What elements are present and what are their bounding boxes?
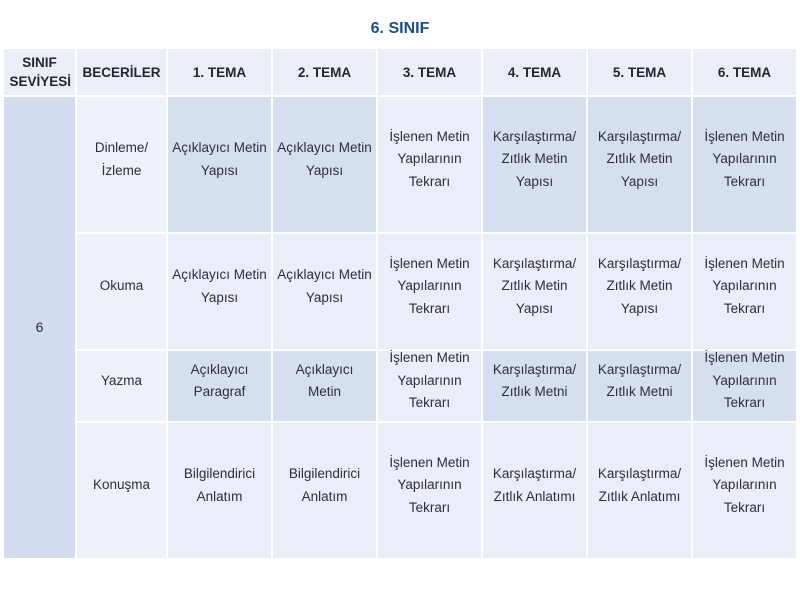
header-level-label: SINIF SEVİYESİ — [9, 55, 72, 89]
cell-text: İşlenen Metin Yapılarının Tekrarı — [704, 128, 785, 189]
table-cell: İşlenen Metin Yapılarının Tekrarı — [693, 234, 796, 349]
skill-cell: Dinleme/ İzleme — [77, 97, 166, 232]
table-row: Yazma Açıklayıcı Paragraf Açıklayıcı Met… — [4, 350, 796, 421]
table-cell: Karşılaştırma/ Zıtlık Metni — [588, 351, 691, 421]
cell-text: İşlenen Metin Yapılarının Tekrarı — [389, 255, 470, 316]
cell-text: Açıklayıcı Metin — [295, 361, 354, 400]
skill-cell: Okuma — [77, 234, 166, 349]
table-cell: İşlenen Metin Yapılarının Tekrarı — [378, 234, 481, 349]
table-cell: Karşılaştırma/ Zıtlık Metin Yapısı — [483, 234, 586, 349]
cell-text: Açıklayıcı Metin Yapısı — [277, 140, 372, 178]
table-cell: İşlenen Metin Yapılarının Tekrarı — [378, 350, 481, 421]
table-row: Konuşma Bilgilendirici Anlatım Bilgilend… — [4, 423, 796, 558]
table-cell: Açıklayıcı Metin Yapısı — [168, 97, 271, 232]
curriculum-table: SINIF SEVİYESİ BECERİLER 1. TEMA 2. TEMA… — [2, 47, 798, 560]
level-cell: 6 — [4, 97, 75, 558]
table-cell: Açıklayıcı Metin Yapısı — [273, 97, 376, 232]
level-value: 6 — [35, 319, 44, 336]
cell-text: Bilgilendirici Anlatım — [288, 466, 361, 504]
table-cell: Açıklayıcı Metin — [273, 351, 376, 421]
table-cell: Karşılaştırma/ Zıtlık Anlatımı — [588, 423, 691, 558]
cell-text: Açıklayıcı Metin Yapısı — [172, 140, 267, 178]
table-cell: Açıklayıcı Paragraf — [168, 351, 271, 421]
table-cell: İşlenen Metin Yapılarının Tekrarı — [693, 350, 796, 421]
table-row: Okuma Açıklayıcı Metin Yapısı Açıklayıcı… — [4, 234, 796, 349]
cell-text: İşlenen Metin Yapılarının Tekrarı — [389, 128, 470, 189]
header-theme-2: 2. TEMA — [273, 49, 376, 95]
header-theme-3: 3. TEMA — [378, 49, 481, 95]
cell-text: İşlenen Metin Yapılarının Tekrarı — [389, 350, 470, 411]
cell-text: Karşılaştırma/ Zıtlık Metin Yapısı — [492, 255, 577, 316]
skill-label: Yazma — [100, 372, 142, 388]
header-level: SINIF SEVİYESİ — [4, 49, 75, 95]
cell-text: Bilgilendirici Anlatım — [183, 466, 256, 504]
cell-text: Karşılaştırma/ Zıtlık Anlatımı — [597, 466, 682, 504]
cell-text: Karşılaştırma/ Zıtlık Metni — [492, 361, 577, 400]
cell-text: Açıklayıcı Paragraf — [190, 361, 249, 400]
cell-text: İşlenen Metin Yapılarının Tekrarı — [704, 255, 785, 316]
skill-cell: Konuşma — [77, 423, 166, 558]
table-cell: Karşılaştırma/ Zıtlık Anlatımı — [483, 423, 586, 558]
table-cell: Açıklayıcı Metin Yapısı — [273, 234, 376, 349]
skill-label: Dinleme/ İzleme — [94, 140, 149, 178]
cell-text: Karşılaştırma/ Zıtlık Anlatımı — [492, 466, 577, 504]
cell-text: Açıklayıcı Metin Yapısı — [277, 267, 372, 305]
table-cell: İşlenen Metin Yapılarının Tekrarı — [378, 97, 481, 232]
table-cell: İşlenen Metin Yapılarının Tekrarı — [693, 423, 796, 558]
cell-text: Karşılaştırma/ Zıtlık Metin Yapısı — [492, 128, 577, 189]
cell-text: Açıklayıcı Metin Yapısı — [172, 267, 267, 305]
table-cell: İşlenen Metin Yapılarının Tekrarı — [378, 423, 481, 558]
header-skills: BECERİLER — [77, 49, 166, 95]
cell-text: İşlenen Metin Yapılarının Tekrarı — [704, 454, 785, 515]
skill-cell: Yazma — [77, 351, 166, 421]
table-cell: İşlenen Metin Yapılarının Tekrarı — [693, 97, 796, 232]
header-theme-1: 1. TEMA — [168, 49, 271, 95]
skill-label: Konuşma — [92, 477, 151, 493]
skill-label: Okuma — [99, 278, 144, 294]
table-cell: Karşılaştırma/ Zıtlık Metin Yapısı — [588, 234, 691, 349]
cell-text: Karşılaştırma/ Zıtlık Metin Yapısı — [597, 255, 682, 316]
page-title: 6. SINIF — [370, 20, 430, 37]
table-row: 6 Dinleme/ İzleme Açıklayıcı Metin Yapıs… — [4, 97, 796, 558]
table-cell: Açıklayıcı Metin Yapısı — [168, 234, 271, 349]
cell-text: Karşılaştırma/ Zıtlık Metin Yapısı — [597, 128, 682, 189]
header-theme-6: 6. TEMA — [693, 49, 796, 95]
table-cell: Karşılaştırma/ Zıtlık Metni — [483, 351, 586, 421]
cell-text: Karşılaştırma/ Zıtlık Metni — [597, 361, 682, 400]
table-cell: Bilgilendirici Anlatım — [273, 423, 376, 558]
header-theme-5: 5. TEMA — [588, 49, 691, 95]
cell-text: İşlenen Metin Yapılarının Tekrarı — [389, 454, 470, 515]
cell-text: İşlenen Metin Yapılarının Tekrarı — [704, 350, 785, 411]
table-cell: Karşılaştırma/ Zıtlık Metin Yapısı — [588, 97, 691, 232]
table-cell: Bilgilendirici Anlatım — [168, 423, 271, 558]
header-theme-4: 4. TEMA — [483, 49, 586, 95]
table-header-row: SINIF SEVİYESİ BECERİLER 1. TEMA 2. TEMA… — [4, 49, 796, 95]
table-cell: Karşılaştırma/ Zıtlık Metin Yapısı — [483, 97, 586, 232]
